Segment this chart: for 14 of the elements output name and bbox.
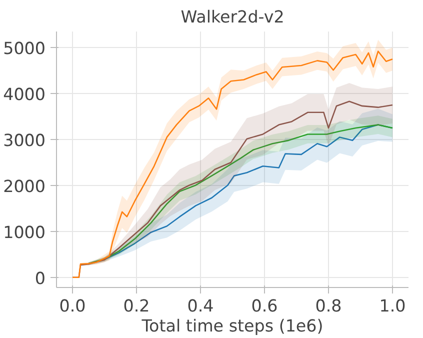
x-axis-title: Total time steps (1e6) xyxy=(140,316,324,336)
x-tick-label: 0.0 xyxy=(59,296,86,316)
y-tick-label: 2000 xyxy=(3,176,46,196)
y-tick-label: 1000 xyxy=(3,222,46,242)
y-tick-label: 5000 xyxy=(3,39,46,58)
x-tick-label: 0.8 xyxy=(315,296,342,316)
y-tick-label: 4000 xyxy=(3,85,46,104)
x-tick-label: 1.0 xyxy=(379,296,406,316)
chart-title: Walker2d-v2 xyxy=(180,8,284,26)
x-tick-label: 0.2 xyxy=(123,296,150,316)
x-tick-label: 0.6 xyxy=(251,296,278,316)
y-tick-label: 3000 xyxy=(3,131,46,150)
x-tick-label: 0.4 xyxy=(187,296,214,316)
y-tick-label: 0 xyxy=(34,268,46,288)
